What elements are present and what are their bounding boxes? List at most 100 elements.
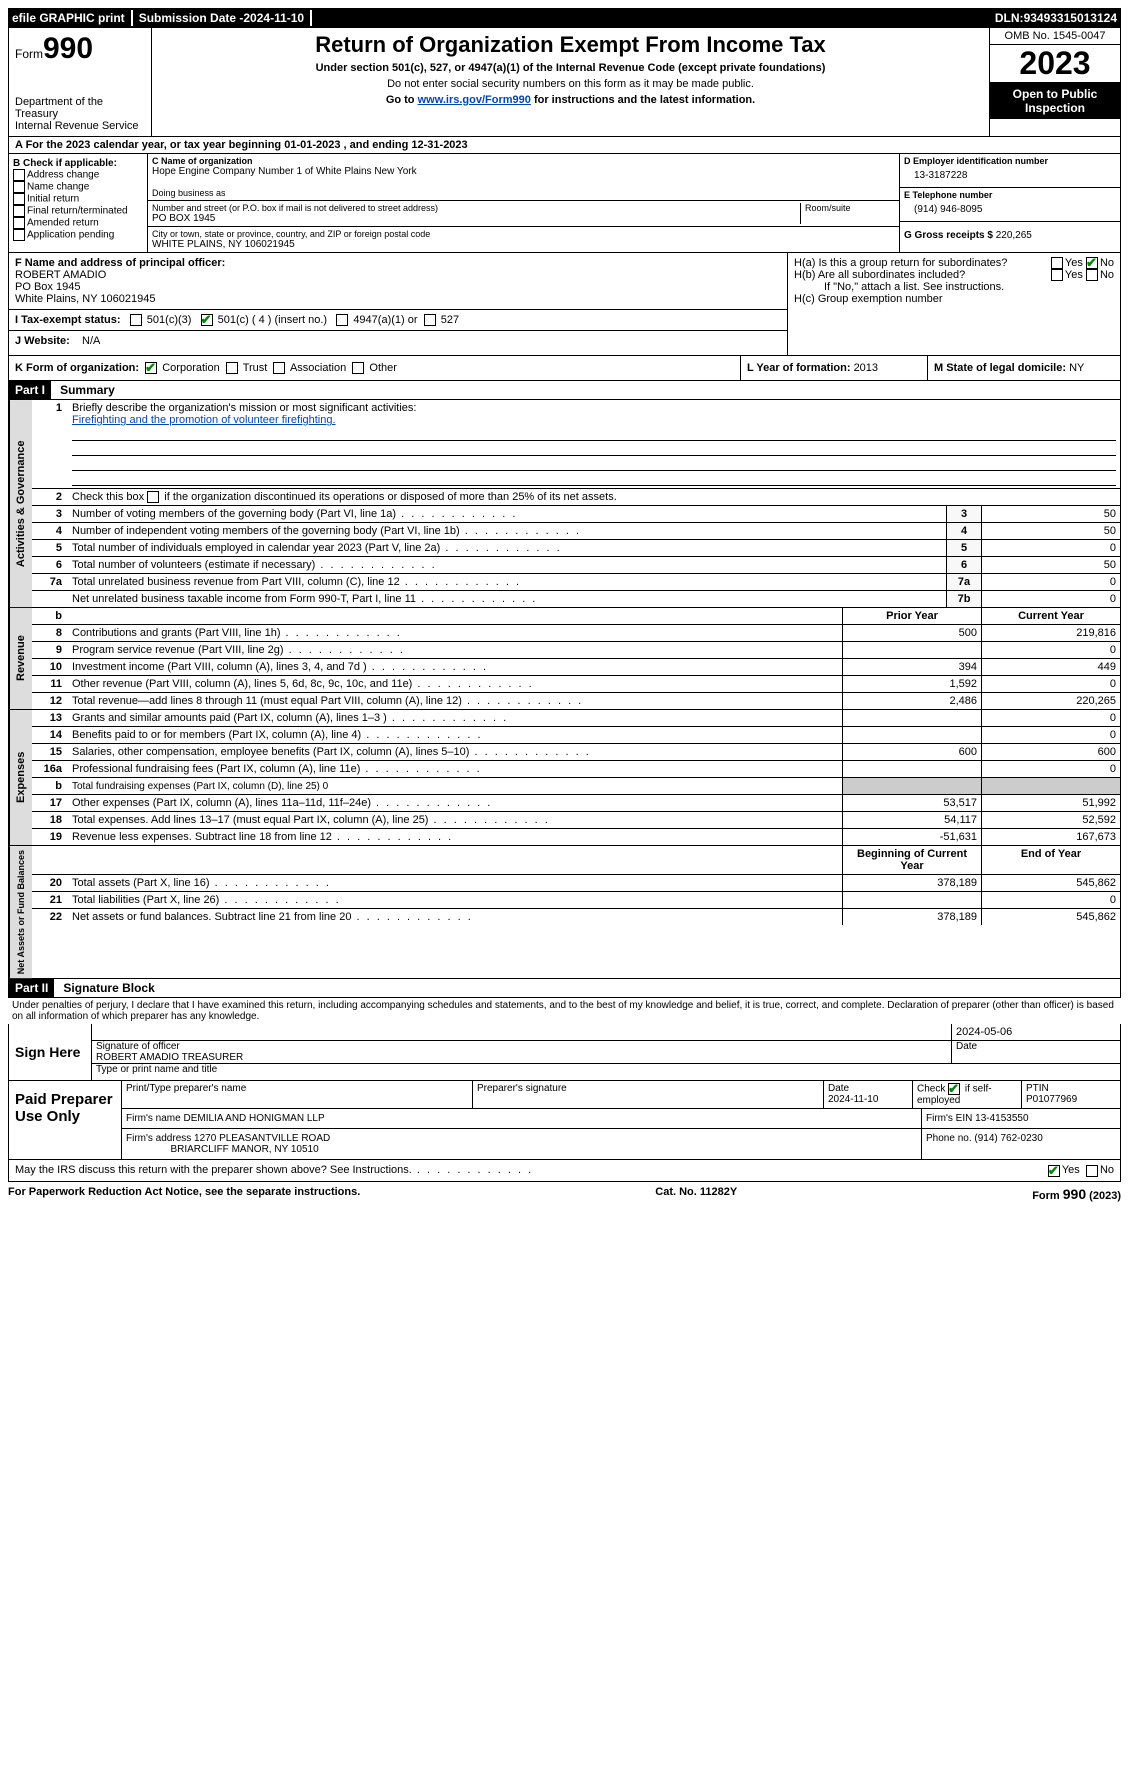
- opt-501c3: 501(c)(3): [147, 314, 192, 326]
- 501c-checkbox[interactable]: [201, 314, 213, 326]
- officer-addr2: White Plains, NY 106021945: [15, 293, 781, 305]
- dln: 93493315013124: [1024, 11, 1117, 25]
- row-a: A For the 2023 calendar year, or tax yea…: [8, 137, 1121, 154]
- cat-no: Cat. No. 11282Y: [655, 1186, 737, 1202]
- org-name: Hope Engine Company Number 1 of White Pl…: [152, 166, 895, 177]
- form990-link[interactable]: www.irs.gov/Form990: [418, 94, 531, 106]
- officer-name: ROBERT AMADIO: [15, 269, 781, 281]
- domicile: NY: [1069, 362, 1084, 374]
- efile-label: efile GRAPHIC print: [12, 11, 125, 25]
- gov-vlabel: Activities & Governance: [9, 400, 32, 607]
- firm-addr-lbl: Firm's address: [126, 1133, 194, 1144]
- hb-yes-checkbox[interactable]: [1051, 269, 1063, 281]
- opt-pending: Application pending: [27, 230, 114, 241]
- ptin: P01077969: [1026, 1094, 1077, 1105]
- sig-date: 2024-05-06: [951, 1024, 1120, 1040]
- ptin-lbl: PTIN: [1026, 1083, 1049, 1094]
- firm-ein-lbl: Firm's EIN: [926, 1113, 975, 1124]
- phone-lbl: Phone no.: [926, 1133, 974, 1144]
- opt-initial: Initial return: [27, 194, 79, 205]
- discuss-no-checkbox[interactable]: [1086, 1165, 1098, 1177]
- opt-final: Final return/terminated: [27, 206, 128, 217]
- omb-number: OMB No. 1545-0047: [990, 28, 1120, 45]
- officer-name-title: ROBERT AMADIO TREASURER: [96, 1052, 947, 1063]
- sig-officer-lbl: Signature of officer: [96, 1041, 947, 1052]
- subtitle-1: Under section 501(c), 527, or 4947(a)(1)…: [158, 62, 983, 74]
- opt-name-change: Name change: [27, 182, 89, 193]
- gross-receipts: 220,265: [996, 230, 1032, 241]
- 4947-checkbox[interactable]: [336, 314, 348, 326]
- col-b-label: B Check if applicable:: [13, 158, 143, 169]
- corp-checkbox[interactable]: [145, 362, 157, 374]
- name-change-checkbox[interactable]: [13, 181, 25, 193]
- firm-name-lbl: Firm's name: [126, 1113, 183, 1124]
- ha-yes-checkbox[interactable]: [1051, 257, 1063, 269]
- ha-yes: Yes: [1065, 257, 1083, 269]
- top-bar: efile GRAPHIC print Submission Date - 20…: [8, 8, 1121, 28]
- row-a-text: A For the 2023 calendar year, or tax yea…: [15, 139, 284, 151]
- part2-header: Part II: [9, 979, 54, 997]
- firm-ein: 13-4153550: [975, 1113, 1028, 1124]
- ein: 13-3187228: [904, 166, 1116, 185]
- sign-here-lbl: Sign Here: [9, 1024, 92, 1080]
- city-lbl: City or town, state or province, country…: [152, 229, 895, 239]
- prep-date: 2024-11-10: [828, 1094, 878, 1105]
- discuss-yes: Yes: [1062, 1164, 1080, 1176]
- part1-header: Part I: [9, 381, 51, 399]
- opt-addr-change: Address change: [27, 170, 99, 181]
- trust-checkbox[interactable]: [226, 362, 238, 374]
- app-pending-checkbox[interactable]: [13, 229, 25, 241]
- opt-other: Other: [369, 362, 397, 374]
- addr-change-checkbox[interactable]: [13, 169, 25, 181]
- mission-text[interactable]: Firefighting and the promotion of volunt…: [72, 414, 336, 426]
- addr-lbl: Number and street (or P.O. box if mail i…: [152, 203, 800, 213]
- tax-year: 2023: [990, 45, 1120, 83]
- dept-label: Department of the Treasury Internal Reve…: [15, 96, 145, 132]
- ha-no-checkbox[interactable]: [1086, 257, 1098, 269]
- prep-sig-lbl: Preparer's signature: [472, 1081, 823, 1108]
- tax-status-lbl: I Tax-exempt status:: [15, 314, 121, 326]
- part1-title: Summary: [54, 381, 121, 399]
- self-emp-checkbox[interactable]: [948, 1083, 960, 1095]
- beg-year-hdr: Beginning of Current Year: [843, 846, 982, 875]
- form-lbl: Form: [15, 47, 43, 61]
- dba-lbl: Doing business as: [152, 188, 895, 198]
- form-title: Return of Organization Exempt From Incom…: [158, 32, 983, 58]
- opt-4947: 4947(a)(1) or: [353, 314, 417, 326]
- website-val: N/A: [82, 335, 100, 347]
- 501c3-checkbox[interactable]: [130, 314, 142, 326]
- firm-addr1: 1270 PLEASANTVILLE ROAD: [194, 1133, 330, 1144]
- assoc-checkbox[interactable]: [273, 362, 285, 374]
- declaration-text: Under penalties of perjury, I declare th…: [8, 998, 1121, 1024]
- gross-lbl: G Gross receipts $: [904, 230, 996, 241]
- h-b-lbl: H(b) Are all subordinates included?: [794, 269, 1024, 281]
- 527-checkbox[interactable]: [424, 314, 436, 326]
- footer-form: Form: [1032, 1190, 1063, 1202]
- rev-vlabel: Revenue: [9, 608, 32, 709]
- h-note: If "No," attach a list. See instructions…: [794, 281, 1114, 293]
- org-name-lbl: C Name of organization: [152, 156, 895, 166]
- pra-notice: For Paperwork Reduction Act Notice, see …: [8, 1186, 360, 1202]
- sig-date-lbl: Date: [951, 1041, 1120, 1063]
- prep-name-lbl: Print/Type preparer's name: [122, 1081, 472, 1108]
- h-c-lbl: H(c) Group exemption number: [794, 293, 1114, 305]
- year-form: 2013: [854, 362, 878, 374]
- amended-checkbox[interactable]: [13, 217, 25, 229]
- goto-suffix: for instructions and the latest informat…: [531, 94, 755, 106]
- l2-checkbox[interactable]: [147, 491, 159, 503]
- initial-return-checkbox[interactable]: [13, 193, 25, 205]
- prior-year-hdr: Prior Year: [843, 608, 982, 625]
- end-year-hdr: End of Year: [982, 846, 1121, 875]
- net-vlabel: Net Assets or Fund Balances: [9, 846, 32, 978]
- website-lbl: J Website:: [15, 335, 70, 347]
- paid-preparer-lbl: Paid Preparer Use Only: [9, 1081, 122, 1159]
- dln-lbl: DLN:: [995, 11, 1024, 25]
- telephone: (914) 946-8095: [904, 200, 1116, 219]
- other-checkbox[interactable]: [352, 362, 364, 374]
- sub-date-lbl: Submission Date -: [139, 11, 244, 25]
- h-a-lbl: H(a) Is this a group return for subordin…: [794, 257, 1024, 269]
- discuss-yes-checkbox[interactable]: [1048, 1165, 1060, 1177]
- opt-amended: Amended return: [27, 218, 99, 229]
- hb-no-checkbox[interactable]: [1086, 269, 1098, 281]
- final-return-checkbox[interactable]: [13, 205, 25, 217]
